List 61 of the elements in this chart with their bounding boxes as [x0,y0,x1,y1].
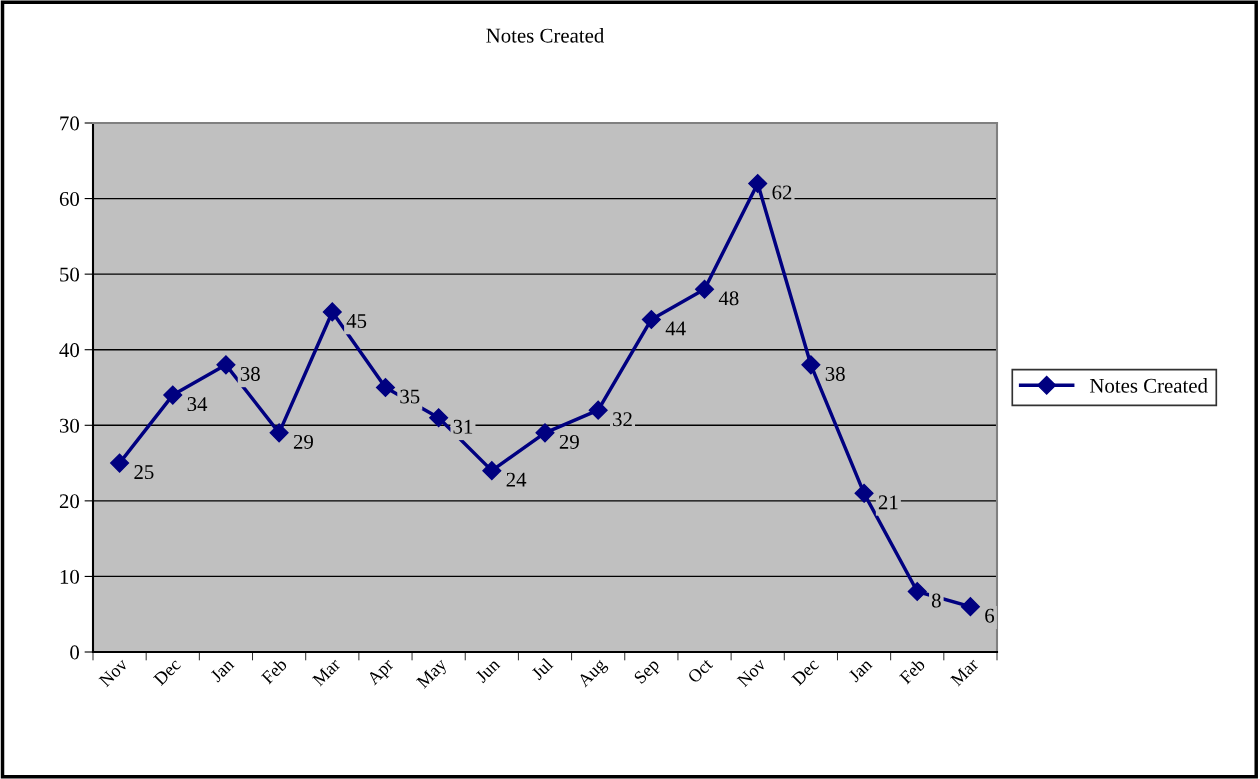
point [269,423,289,443]
data-label: 44 [665,321,686,336]
y-tick-label: 60 [59,191,80,206]
data-label: 24 [506,472,527,487]
point [429,408,449,428]
data-label: 38 [240,366,260,381]
x-tick-label: Jan [847,657,873,683]
point [375,377,396,398]
y-tick-label: 70 [60,116,80,131]
data-label: 45 [346,314,367,328]
y-tick-label: 40 [59,343,80,358]
x-tick-label: Sep [633,657,663,687]
x-tick-label: Apr [366,657,397,689]
data-label: 31 [453,419,473,434]
x-tick-label: Nov [98,657,129,688]
point [801,355,821,375]
x-tick-label: Dec [153,657,182,687]
point [535,423,555,443]
point [854,483,874,503]
point [163,385,183,405]
point [748,173,768,193]
y-tick-label: 50 [60,267,80,282]
x-tick-label: Dec [791,657,820,687]
x-tick-label: Jan [209,657,235,683]
data-label: 62 [772,185,792,200]
data-label: 35 [400,389,420,404]
x-tick-label: Aug [576,657,610,691]
chart-title: Notes Created [486,27,605,43]
x-tick-label: Mar [950,657,980,687]
point [694,279,715,299]
data-label: 21 [878,495,898,510]
point [641,309,661,330]
x-tick-label: Jul [530,657,554,681]
x-tick-label: Nov [736,657,767,688]
x-tick-label: Feb [898,657,926,685]
data-label: 38 [825,366,845,381]
data-label: 25 [134,465,154,480]
x-tick-label: May [416,657,451,692]
point [960,597,980,617]
point [588,400,608,420]
point [216,355,236,375]
data-label: 29 [293,434,313,449]
x-tick-label: Mar [311,657,342,687]
y-tick-label: 10 [60,569,80,584]
point [322,302,342,322]
y-tick-label: 30 [59,418,80,433]
data-label: 8 [931,593,941,608]
data-label: 32 [613,412,632,427]
x-tick-label: Feb [260,657,288,685]
data-label: 48 [718,291,739,306]
point [110,453,130,473]
y-tick-label: 20 [59,494,80,509]
point [482,461,502,481]
data-label: 6 [985,608,995,623]
point [907,582,927,602]
x-tick-label: Jun [474,657,501,684]
x-tick-label: Oct [687,657,714,684]
y-tick-label: 0 [70,645,80,660]
data-label: 34 [187,397,208,412]
data-label: 29 [559,434,579,449]
legend-label: Notes Created [1089,378,1208,393]
